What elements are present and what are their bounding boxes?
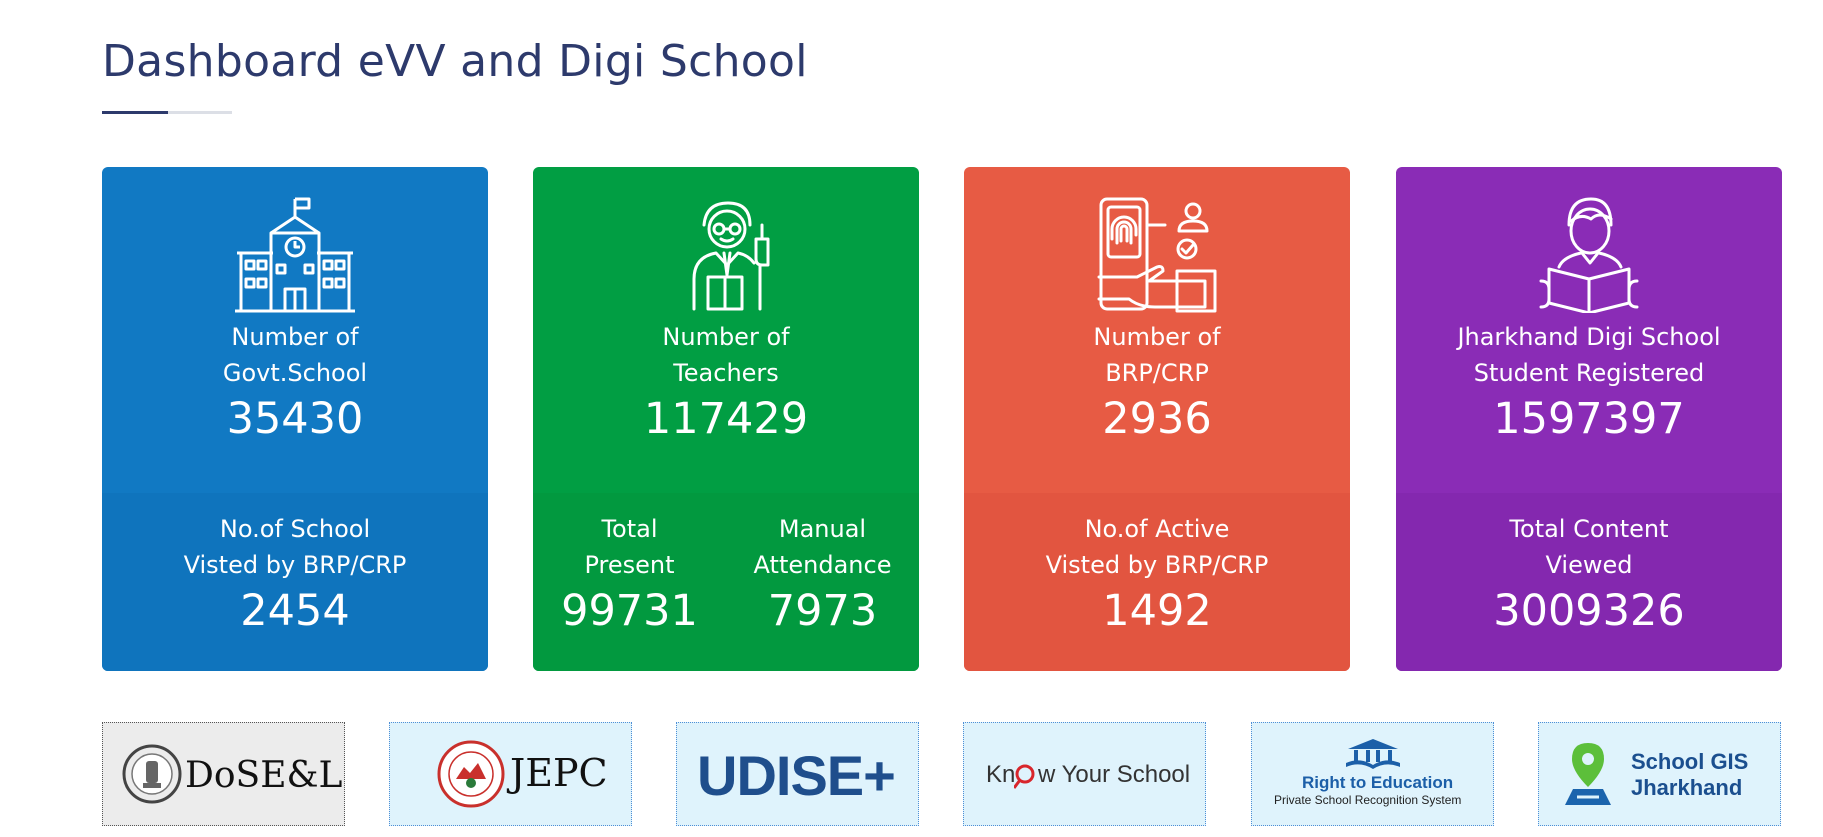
card-value: 1597397 xyxy=(1493,394,1685,444)
teachers-card[interactable]: Number of Teachers 117429 Total Present … xyxy=(533,167,919,671)
title-underline-accent xyxy=(102,111,168,114)
manual-attendance-stat: Manual Attendance 7973 xyxy=(726,493,919,671)
school-gis-line2: Jharkhand xyxy=(1631,775,1743,800)
jepc-logo-text: JEPC xyxy=(510,751,608,795)
card-bottom: No.of Active Visted by BRP/CRP 1492 xyxy=(964,493,1350,671)
card-bottom: No.of School Visted by BRP/CRP 2454 xyxy=(102,493,488,671)
jepc-seal-icon xyxy=(437,740,505,808)
card-bottom-label: No.of Active Visted by BRP/CRP xyxy=(1045,515,1269,579)
card-label: Number of Govt.School xyxy=(222,323,368,387)
magnifier-icon xyxy=(1014,764,1035,789)
map-pin-icon xyxy=(1565,743,1611,805)
card-bottom-label: Total Content Viewed xyxy=(1509,515,1669,579)
know-your-school-text-b: w Your School xyxy=(1038,761,1191,788)
card-top: Jharkhand Digi School Student Registered… xyxy=(1396,167,1782,493)
card-top: Number of Govt.School 35430 xyxy=(102,167,488,493)
dosel-logo-link[interactable]: DoSE&L xyxy=(102,722,345,826)
dosel-logo-text: DoSE&L xyxy=(185,755,343,796)
card-bottom: Total Content Viewed 3009326 xyxy=(1396,493,1782,671)
teacher-icon xyxy=(692,201,770,311)
manual-attendance-label: Manual Attendance xyxy=(753,515,892,579)
total-present-value: 99731 xyxy=(561,586,698,636)
card-value: 35430 xyxy=(226,394,364,444)
book-building-icon xyxy=(1346,739,1400,769)
rte-logo-link[interactable]: Right to Education Private School Recogn… xyxy=(1251,722,1494,826)
total-present-stat: Total Present 99731 xyxy=(533,493,726,671)
card-bottom-label: No.of School Visted by BRP/CRP xyxy=(183,515,407,579)
card-label: Number of BRP/CRP xyxy=(1093,323,1221,387)
total-present-label: Total Present xyxy=(584,515,675,579)
know-your-school-logo-link[interactable]: Kn w Your School xyxy=(963,722,1206,826)
know-your-school-text-a: Kn xyxy=(986,761,1016,788)
card-bottom: Total Present 99731 Manual Attendance 79… xyxy=(533,493,919,671)
brp-crp-card[interactable]: Number of BRP/CRP 2936 No.of Active Vist… xyxy=(964,167,1350,671)
rte-logo-subtitle: Private School Recognition System xyxy=(1274,793,1462,807)
school-building-icon xyxy=(235,197,355,313)
govt-school-card[interactable]: Number of Govt.School 35430 No.of School… xyxy=(102,167,488,671)
card-bottom-value: 2454 xyxy=(240,586,350,636)
jepc-logo-link[interactable]: JEPC xyxy=(389,722,632,826)
title-underline xyxy=(102,111,232,114)
card-value: 117429 xyxy=(643,394,809,444)
card-top: Number of BRP/CRP 2936 xyxy=(964,167,1350,493)
fingerprint-attendance-icon xyxy=(1097,197,1217,313)
card-value: 2936 xyxy=(1102,394,1212,444)
udise-logo-link[interactable]: UDISE+ xyxy=(676,722,919,826)
card-bottom-value: 1492 xyxy=(1102,586,1212,636)
page-title: Dashboard eVV and Digi School xyxy=(102,36,808,87)
card-label: Number of Teachers xyxy=(662,323,790,387)
digi-school-card[interactable]: Jharkhand Digi School Student Registered… xyxy=(1396,167,1782,671)
card-bottom-value: 3009326 xyxy=(1493,586,1685,636)
state-emblem-icon xyxy=(122,744,182,804)
school-gis-line1: School GIS xyxy=(1631,749,1749,774)
udise-logo-text: UDISE+ xyxy=(697,744,896,807)
student-reading-icon xyxy=(1539,197,1639,313)
school-gis-logo-link[interactable]: School GIS Jharkhand xyxy=(1538,722,1781,826)
manual-attendance-value: 7973 xyxy=(767,586,878,636)
rte-logo-title: Right to Education xyxy=(1302,773,1454,792)
card-label: Jharkhand Digi School Student Registered xyxy=(1457,323,1721,387)
card-top: Number of Teachers 117429 xyxy=(533,167,919,493)
